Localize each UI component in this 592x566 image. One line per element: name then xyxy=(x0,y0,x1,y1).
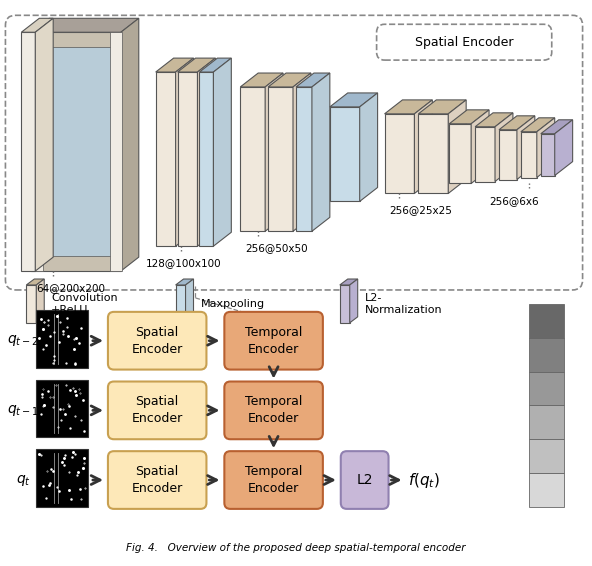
Polygon shape xyxy=(46,47,111,256)
Polygon shape xyxy=(21,32,36,271)
Polygon shape xyxy=(350,279,358,323)
Polygon shape xyxy=(419,114,448,194)
Polygon shape xyxy=(296,87,312,231)
Polygon shape xyxy=(26,279,44,285)
Polygon shape xyxy=(541,134,555,175)
FancyBboxPatch shape xyxy=(108,381,207,439)
FancyBboxPatch shape xyxy=(377,24,552,60)
Text: Temporal
Encoder: Temporal Encoder xyxy=(245,325,303,355)
Polygon shape xyxy=(449,124,471,183)
Polygon shape xyxy=(537,118,555,178)
FancyBboxPatch shape xyxy=(224,381,323,439)
FancyBboxPatch shape xyxy=(108,451,207,509)
Text: L2: L2 xyxy=(356,473,373,487)
Text: $q_t$: $q_t$ xyxy=(16,473,31,487)
Polygon shape xyxy=(268,73,311,87)
Text: 256@50x50: 256@50x50 xyxy=(245,243,308,253)
Text: Spatial Encoder: Spatial Encoder xyxy=(415,36,513,49)
Polygon shape xyxy=(541,120,572,134)
FancyBboxPatch shape xyxy=(341,451,388,509)
Polygon shape xyxy=(176,279,194,285)
Polygon shape xyxy=(213,58,231,246)
Text: Temporal
Encoder: Temporal Encoder xyxy=(245,396,303,426)
Text: 256@6x6: 256@6x6 xyxy=(489,196,539,207)
Polygon shape xyxy=(293,73,311,231)
Polygon shape xyxy=(110,32,122,271)
Text: 128@100x100: 128@100x100 xyxy=(146,258,221,268)
Polygon shape xyxy=(471,110,489,183)
Polygon shape xyxy=(156,72,176,246)
Polygon shape xyxy=(198,58,215,246)
Polygon shape xyxy=(240,87,265,231)
Polygon shape xyxy=(414,100,432,194)
Bar xyxy=(529,439,564,473)
FancyBboxPatch shape xyxy=(224,451,323,509)
Polygon shape xyxy=(385,114,414,194)
Text: L2-
Normalization: L2- Normalization xyxy=(365,293,442,315)
Polygon shape xyxy=(178,72,198,246)
Text: Maxpooling: Maxpooling xyxy=(201,299,265,309)
Text: Fig. 4.   Overview of the proposed deep spatial-temporal encoder: Fig. 4. Overview of the proposed deep sp… xyxy=(126,543,466,552)
FancyBboxPatch shape xyxy=(5,15,583,290)
Polygon shape xyxy=(36,279,44,323)
Polygon shape xyxy=(521,132,537,178)
Text: Convolution
+ReLU: Convolution +ReLU xyxy=(51,293,118,315)
Bar xyxy=(529,304,564,338)
Polygon shape xyxy=(36,18,53,271)
Polygon shape xyxy=(499,116,535,130)
Polygon shape xyxy=(521,118,555,132)
Polygon shape xyxy=(330,107,360,201)
Polygon shape xyxy=(475,113,513,127)
Polygon shape xyxy=(499,130,517,179)
Polygon shape xyxy=(555,120,572,175)
Polygon shape xyxy=(176,58,194,246)
Text: $q_{t-1}$: $q_{t-1}$ xyxy=(8,403,39,418)
Polygon shape xyxy=(240,73,283,87)
Polygon shape xyxy=(330,93,378,107)
Text: Temporal
Encoder: Temporal Encoder xyxy=(245,465,303,495)
Bar xyxy=(36,310,88,367)
Polygon shape xyxy=(156,58,194,72)
Polygon shape xyxy=(268,87,293,231)
Polygon shape xyxy=(31,18,139,32)
Polygon shape xyxy=(449,110,489,124)
Polygon shape xyxy=(517,116,535,179)
Bar xyxy=(529,371,564,405)
Polygon shape xyxy=(360,93,378,201)
Polygon shape xyxy=(448,100,466,194)
Polygon shape xyxy=(200,72,213,246)
Text: $f(q_t)$: $f(q_t)$ xyxy=(408,470,440,490)
Bar xyxy=(36,380,88,438)
Text: 256@25x25: 256@25x25 xyxy=(390,205,452,216)
Polygon shape xyxy=(385,100,432,114)
Polygon shape xyxy=(419,100,466,114)
Polygon shape xyxy=(340,285,350,323)
Polygon shape xyxy=(21,18,53,32)
Polygon shape xyxy=(475,127,495,182)
Bar xyxy=(529,405,564,439)
Polygon shape xyxy=(121,18,139,271)
Polygon shape xyxy=(26,285,36,323)
Bar xyxy=(529,473,564,507)
Bar xyxy=(529,338,564,371)
Text: Spatial
Encoder: Spatial Encoder xyxy=(131,396,183,426)
Polygon shape xyxy=(296,73,330,87)
Text: Spatial
Encoder: Spatial Encoder xyxy=(131,465,183,495)
Polygon shape xyxy=(200,58,231,72)
Text: Spatial
Encoder: Spatial Encoder xyxy=(131,325,183,355)
Polygon shape xyxy=(495,113,513,182)
Polygon shape xyxy=(185,279,194,323)
Polygon shape xyxy=(176,285,185,323)
Text: $q_{t-2}$: $q_{t-2}$ xyxy=(8,333,39,348)
Polygon shape xyxy=(312,73,330,231)
Text: 64@200x200: 64@200x200 xyxy=(36,283,105,293)
FancyBboxPatch shape xyxy=(224,312,323,370)
Polygon shape xyxy=(178,58,215,72)
Polygon shape xyxy=(31,32,121,271)
Polygon shape xyxy=(340,279,358,285)
Polygon shape xyxy=(265,73,283,231)
FancyBboxPatch shape xyxy=(108,312,207,370)
Bar xyxy=(36,449,88,507)
Polygon shape xyxy=(31,32,43,271)
